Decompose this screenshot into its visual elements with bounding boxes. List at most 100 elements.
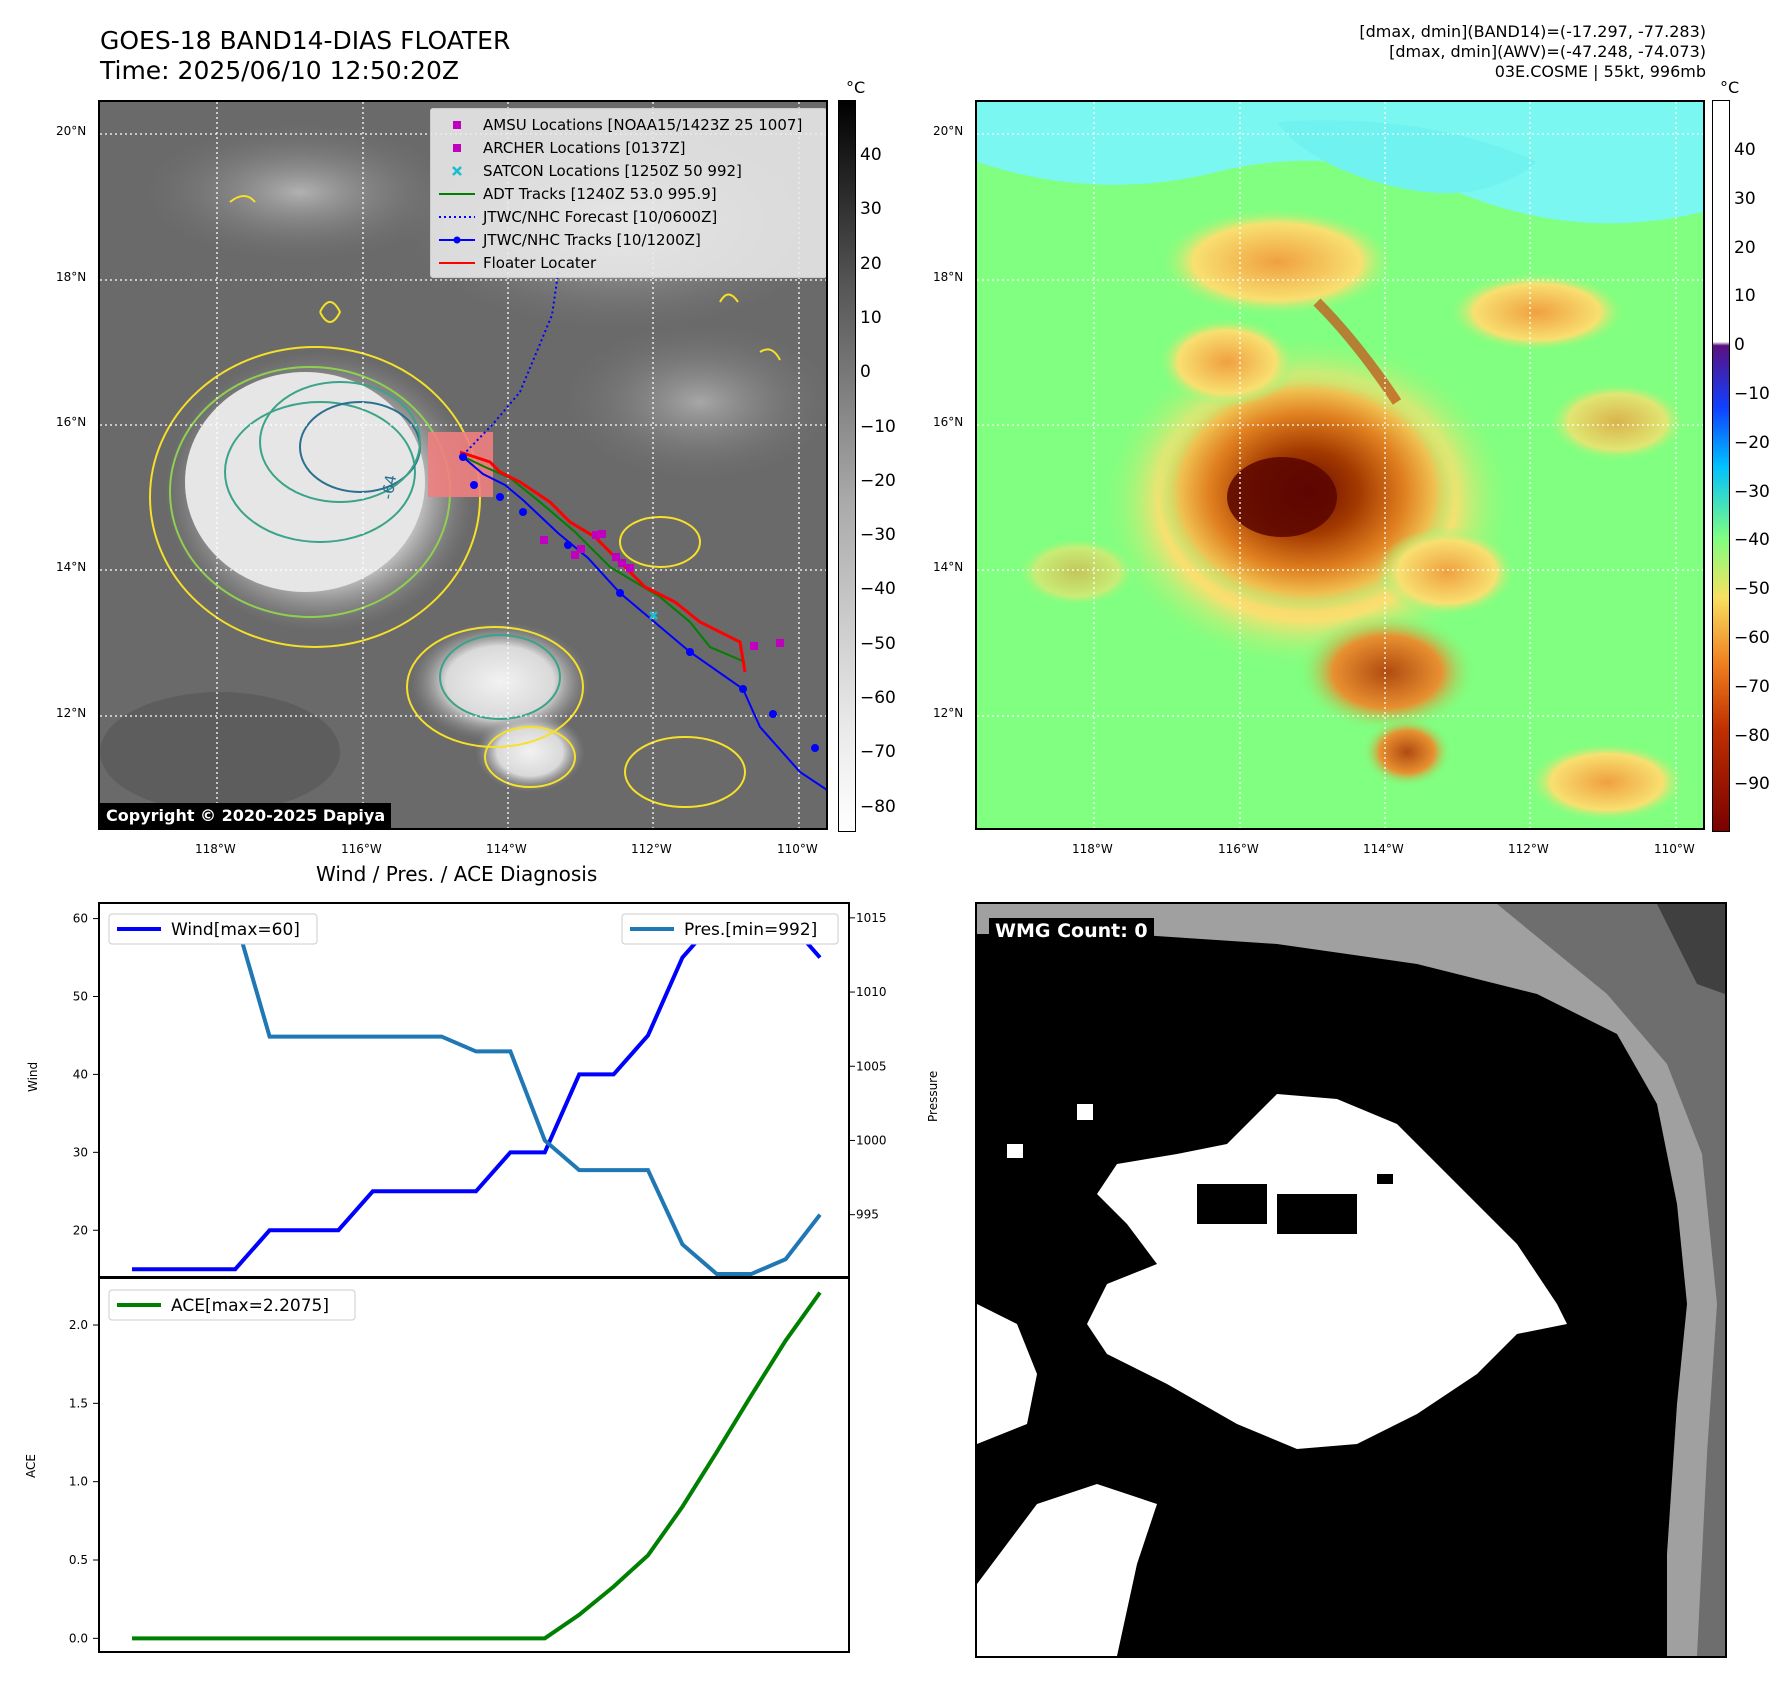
pressure-tick-label: 995 — [856, 1208, 879, 1222]
lat-tick-label: 16°N — [933, 415, 964, 429]
lat-tick-label: 12°N — [933, 706, 964, 720]
ir-colorbar-tick: 0 — [860, 362, 871, 383]
map-legend-item: JTWC/NHC Forecast [10/0600Z] — [437, 207, 717, 227]
diagnosis-title: Wind / Pres. / ACE Diagnosis — [316, 862, 598, 886]
legend-swatch — [453, 121, 461, 129]
ace-tick-label: 0.5 — [69, 1553, 88, 1567]
wind-tick-label: 40 — [73, 1067, 88, 1081]
pressure-tick-label: 1015 — [856, 911, 887, 925]
ir-colorbar-tick: −20 — [860, 470, 896, 491]
wind-tick-label: 60 — [73, 912, 88, 926]
wmg-image — [977, 904, 1725, 1656]
wind-line — [132, 916, 822, 1272]
awv-colorbar-tick: −90 — [1734, 774, 1770, 795]
map-legend-item: ADT Tracks [1240Z 53.0 995.9] — [437, 184, 717, 204]
ace-legend-label: ACE[max=2.2075] — [171, 1296, 329, 1316]
ir-map-panel: -64 — [98, 100, 828, 830]
ir-colorbar-tick: −40 — [860, 579, 896, 600]
floater-locater-box — [428, 432, 493, 497]
adt-track — [461, 455, 746, 663]
lon-tick-label: 116°W — [341, 842, 382, 856]
awv-colorbar-tick: −40 — [1734, 530, 1770, 551]
wind-axis-label: Wind — [26, 1061, 40, 1092]
figure-title: GOES-18 BAND14-DIAS FLOATER — [100, 26, 511, 55]
awv-colorbar — [1712, 100, 1730, 832]
map-legend-item: SATCON Locations [1250Z 50 992] — [437, 161, 742, 181]
ir-colorbar-tick: 30 — [860, 199, 882, 220]
lon-tick-label: 110°W — [1654, 842, 1695, 856]
awv-colorbar-tick: 30 — [1734, 188, 1756, 209]
lat-tick-label: 18°N — [933, 270, 964, 284]
lat-tick-label: 18°N — [56, 270, 87, 284]
contour-label: -64 — [378, 473, 400, 500]
lon-tick-label: 112°W — [1508, 842, 1549, 856]
legend-swatch — [439, 193, 475, 195]
legend-label: JTWC/NHC Forecast [10/0600Z] — [483, 208, 718, 226]
awv-colorbar-tick: −20 — [1734, 432, 1770, 453]
lon-tick-label: 118°W — [1072, 842, 1113, 856]
legend-label: ARCHER Locations [0137Z] — [483, 139, 686, 157]
lon-tick-label: 114°W — [486, 842, 527, 856]
awv-colorbar-tick: −80 — [1734, 725, 1770, 746]
ir-colorbar-tick: −50 — [860, 633, 896, 654]
ace-axis-label: ACE — [24, 1454, 38, 1478]
ir-colorbar-tick: 10 — [860, 307, 882, 328]
awv-colorbar-tick: −50 — [1734, 579, 1770, 600]
ir-colorbar — [838, 100, 856, 832]
figure-time: Time: 2025/06/10 12:50:20Z — [100, 56, 459, 85]
lat-tick-label: 20°N — [933, 124, 964, 138]
awv-colorbar-tick: −60 — [1734, 628, 1770, 648]
lon-tick-label: 114°W — [1363, 842, 1404, 856]
ir-colorbar-tick: 20 — [860, 253, 882, 274]
wind-legend — [108, 913, 318, 945]
lat-tick-label: 12°N — [56, 706, 87, 720]
map-legend-item: JTWC/NHC Tracks [10/1200Z] — [437, 230, 701, 250]
awv-colorbar-tick: 40 — [1734, 140, 1756, 160]
awv-colorbar-tick: −30 — [1734, 481, 1770, 502]
pressure-line — [132, 915, 822, 1277]
legend-label: JTWC/NHC Tracks [10/1200Z] — [483, 231, 701, 249]
lon-tick-label: 110°W — [777, 842, 818, 856]
lat-tick-label: 14°N — [933, 560, 964, 574]
awv-colorbar-tick: 0 — [1734, 335, 1745, 356]
lat-tick-label: 20°N — [56, 124, 87, 138]
pressure-axis-label: Pressure — [926, 1070, 940, 1122]
wind-legend-label: Wind[max=60] — [171, 920, 300, 940]
awv-map — [977, 102, 1703, 828]
diagnosis-chart: 20 30 40 50 60 995 1000 1005 1010 1015 Wind[max=60… — [69, 902, 887, 1658]
awv-map-panel — [975, 100, 1705, 830]
legend-swatch — [439, 216, 475, 218]
lat-tick-label: 16°N — [56, 415, 87, 429]
pressure-legend — [621, 913, 839, 945]
ace-tick-label: 1.0 — [69, 1475, 88, 1489]
legend-label: AMSU Locations [NOAA15/1423Z 25 1007] — [483, 116, 803, 134]
awv-colorbar-tick: −70 — [1734, 676, 1770, 697]
pressure-tick-label: 1005 — [856, 1059, 887, 1073]
dmax-awv: [dmax, dmin](AWV)=(-47.248, -74.073) — [1389, 42, 1706, 61]
ace-tick-label: 0.0 — [69, 1631, 88, 1645]
lon-tick-label: 112°W — [631, 842, 672, 856]
copyright-label: Copyright © 2020-2025 Dapiya — [100, 803, 392, 828]
map-legend-item: AMSU Locations [NOAA15/1423Z 25 1007] — [437, 115, 802, 135]
ace-legend — [108, 1289, 356, 1321]
wind-pres-frame — [98, 902, 850, 1278]
storm-info: 03E.COSME | 55kt, 996mb — [1494, 62, 1706, 81]
legend-swatch — [452, 166, 462, 176]
ir-colorbar-tick: −30 — [860, 525, 896, 546]
lon-tick-label: 118°W — [195, 842, 236, 856]
map-legend-item: ARCHER Locations [0137Z] — [437, 138, 686, 158]
ir-colorbar-tick: −60 — [860, 688, 896, 708]
lon-tick-label: 116°W — [1218, 842, 1259, 856]
pressure-tick-label: 1000 — [856, 1133, 887, 1147]
ace-tick-label: 2.0 — [69, 1318, 88, 1332]
legend-label: Floater Locater — [483, 254, 597, 272]
ace-line — [132, 1291, 822, 1641]
legend-swatch — [439, 236, 475, 244]
jtwc-forecast-track — [462, 259, 561, 456]
awv-colorbar-tick: 20 — [1734, 237, 1756, 258]
dmax-band14: [dmax, dmin](BAND14)=(-17.297, -77.283) — [1359, 22, 1706, 41]
ace-tick-label: 1.5 — [69, 1396, 88, 1410]
pressure-legend-label: Pres.[min=992] — [684, 920, 817, 940]
map-legend-item: Floater Locater — [437, 253, 596, 273]
ir-colorbar-tick: 40 — [860, 145, 882, 165]
